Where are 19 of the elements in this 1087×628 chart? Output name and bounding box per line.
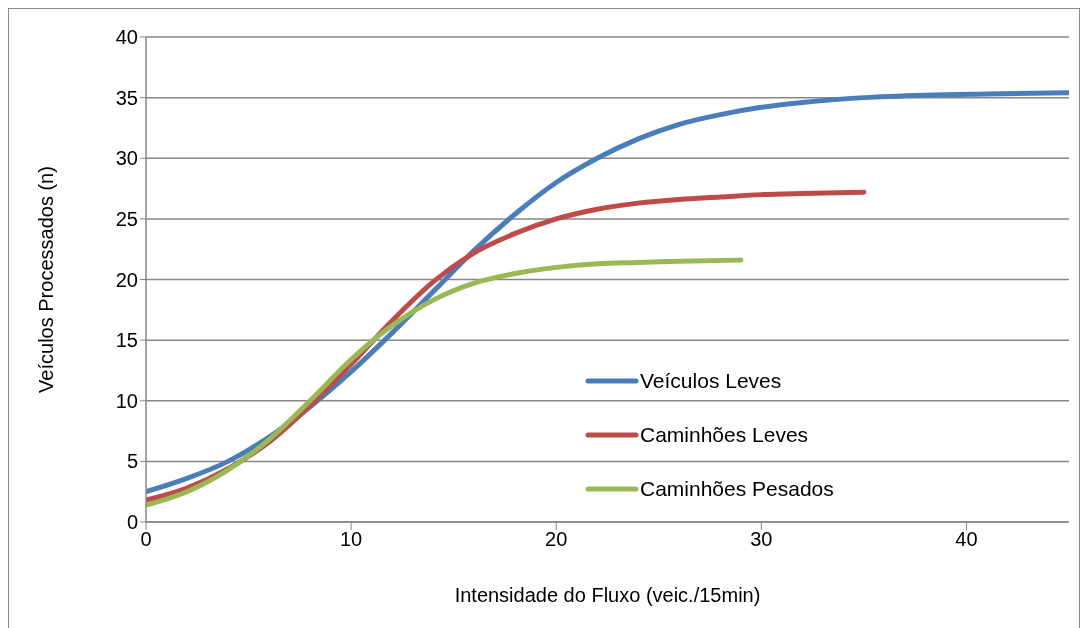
y-tick-label: 35 <box>115 86 138 109</box>
x-tick-label: 40 <box>955 528 978 551</box>
y-tick-label: 5 <box>126 450 138 473</box>
y-axis-title: Veículos Processados (n) <box>35 166 58 393</box>
y-tick-label: 10 <box>115 389 138 412</box>
y-tick-label: 30 <box>115 147 138 170</box>
x-tick-label: 20 <box>545 528 568 551</box>
y-tick-label: 40 <box>115 26 138 49</box>
y-tick-label: 0 <box>126 511 138 534</box>
y-tick-label: 20 <box>115 268 138 291</box>
x-tick-label: 10 <box>339 528 363 551</box>
legend-label: Caminhões Pesados <box>640 477 834 501</box>
x-tick-label: 30 <box>750 528 773 551</box>
legend-label: Veículos Leves <box>640 369 782 393</box>
y-tick-label: 15 <box>115 329 138 352</box>
legend-label: Caminhões Leves <box>640 423 809 447</box>
y-tick-label: 25 <box>115 207 138 230</box>
x-axis-title: Intensidade do Fluxo (veic./15min) <box>454 584 761 606</box>
x-tick-label: 0 <box>140 528 152 551</box>
